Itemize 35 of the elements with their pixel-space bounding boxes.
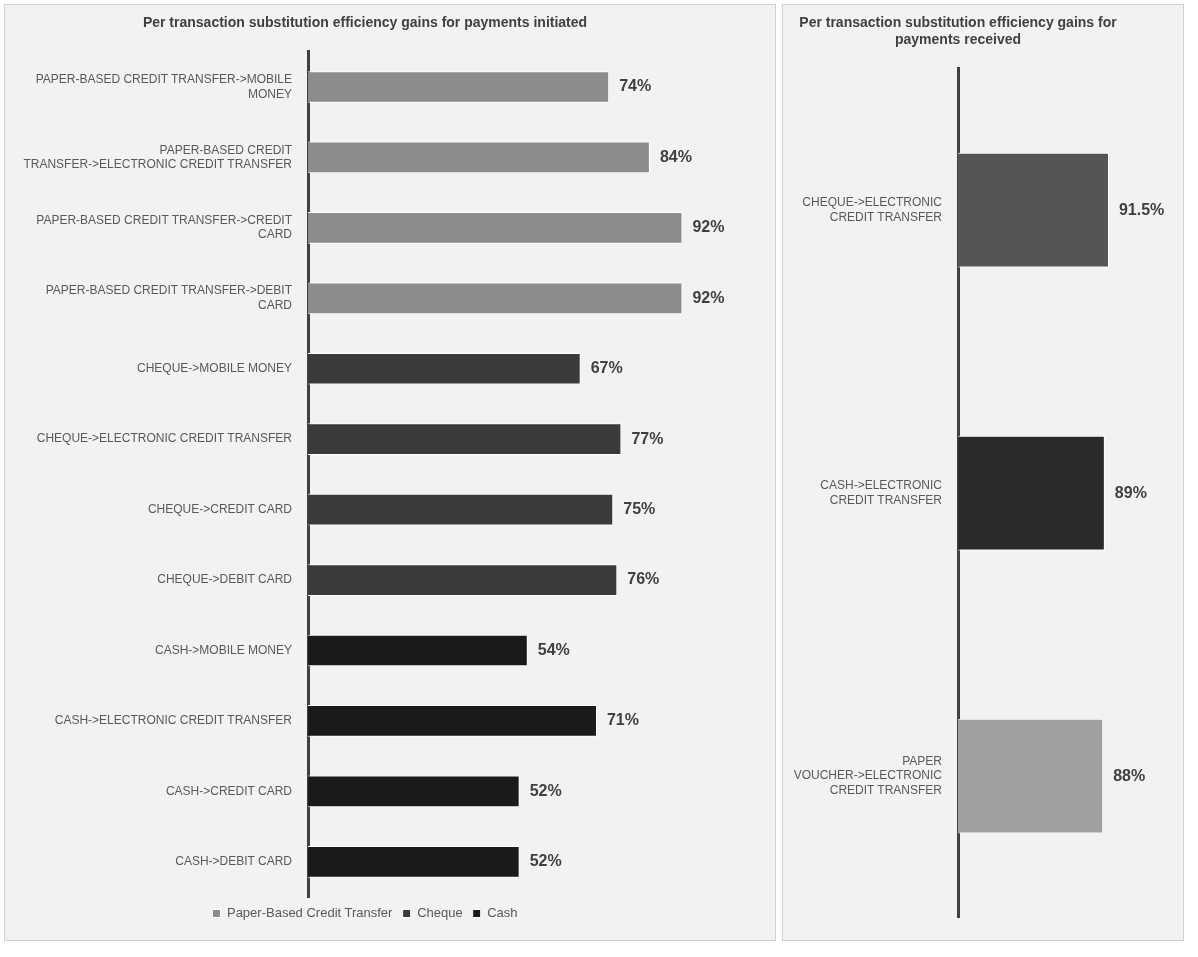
data-label: 75% <box>623 500 656 518</box>
data-label: 77% <box>631 429 664 447</box>
legend-label: Cash <box>487 905 518 921</box>
y-tick-label: PAPER-BASED CREDIT TRANSFER->ELECTRONIC CREDIT TRANSFER <box>23 142 293 171</box>
data-label: 74% <box>619 77 652 95</box>
y-tick-label: PAPER-BASED CREDIT TRANSFER->CREDIT CARD <box>36 213 293 242</box>
data-label: 52% <box>529 852 562 870</box>
data-label: 92% <box>692 218 725 236</box>
data-label: 52% <box>529 781 562 799</box>
data-label: 91.5% <box>1118 200 1165 218</box>
y-tick-label: CASH->MOBILE MONEY <box>154 642 293 657</box>
data-label: 88% <box>1113 766 1146 784</box>
chart-title: Per transaction substitution efficiency gains for payments initiated <box>142 14 588 31</box>
y-tick-label: PAPER-BASED CREDIT TRANSFER->DEBIT CARD <box>45 283 293 312</box>
legend-label: Paper-Based Credit Transfer <box>226 905 394 921</box>
y-tick-label: CHEQUE->MOBILE MONEY <box>136 361 293 376</box>
y-tick-label: CHEQUE->ELECTRONIC CREDIT TRANSFER <box>802 195 943 224</box>
y-tick-label: PAPER VOUCHER->ELECTRONIC CREDIT TRANSFER <box>793 754 943 797</box>
y-tick-label: CASH->DEBIT CARD <box>175 854 293 869</box>
data-label: 84% <box>659 147 692 165</box>
legend-label: Cheque <box>417 905 463 921</box>
y-tick-label: CHEQUE->CREDIT CARD <box>147 501 293 516</box>
y-tick-label: CHEQUE->ELECTRONIC CREDIT TRANSFER <box>36 431 293 446</box>
y-tick-label: CHEQUE->DEBIT CARD <box>157 572 293 587</box>
data-label: 54% <box>537 640 570 658</box>
data-label: 92% <box>692 288 725 306</box>
y-tick-label: CASH->ELECTRONIC CREDIT TRANSFER <box>54 713 293 728</box>
data-label: 76% <box>627 570 660 588</box>
y-tick-label: PAPER-BASED CREDIT TRANSFER->MOBILE MONEY <box>35 72 293 101</box>
data-label: 71% <box>606 711 640 729</box>
data-label: 89% <box>1114 483 1147 501</box>
y-tick-label: CASH->CREDIT CARD <box>165 783 293 798</box>
data-label: 67% <box>590 359 623 377</box>
y-tick-label: CASH->ELECTRONIC CREDIT TRANSFER <box>820 478 943 507</box>
chart-title: Per transaction substitution efficiency gains for payments received <box>799 14 1118 48</box>
